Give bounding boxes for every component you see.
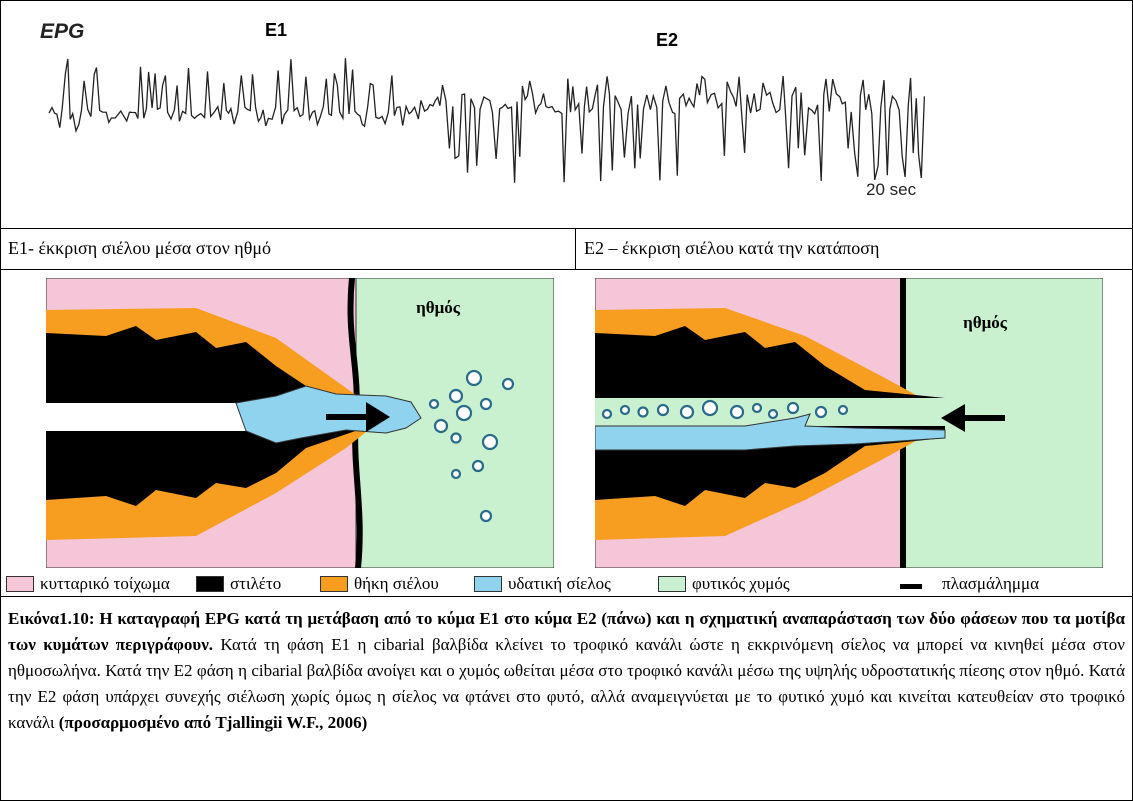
legend-item-plasmalemma: πλασμάλημμα [900,574,1039,594]
legend-swatch [474,576,502,592]
saliva-flow-arrow [326,402,390,432]
legend-label: κυτταρικό τοίχωμα [40,574,170,593]
legend-item-cell-wall: κυτταρικό τοίχωμα [6,574,170,594]
epg-label: EPG [40,20,85,43]
epg-waveform-panel [1,1,1132,228]
divider [0,596,1133,597]
legend-label: φυτικός χυμός [692,574,790,593]
sap-flow-arrow [941,404,1005,432]
legend-swatch [658,576,686,592]
legend-swatch [6,576,34,592]
legend-label: στιλέτο [230,574,282,593]
phase-e2-label: E2 [656,30,679,50]
time-scale-label: 20 sec [866,180,917,199]
legend-label: θήκη σιέλου [354,574,439,593]
diagram-e1: ηθμός [46,278,554,568]
divider [575,228,576,269]
legend-swatch [196,576,224,592]
caption-source: (προσαρμοσμένο από Tjallingii W.F., 2006… [58,713,368,732]
saliva-droplets [428,369,515,523]
legend-swatch [320,576,348,592]
legend-item-watery-saliva: υδατική σίελος [474,574,611,594]
figure-caption: Εικόνα1.10: Η καταγραφή EPG κατά τη μετά… [8,606,1125,736]
sieve-element-label: ηθμός [416,298,461,317]
phase-e1-label: E1 [265,20,288,40]
caption-title: Εικόνα1.10: Η καταγραφή EPG κατά τη μετά… [8,609,1125,654]
legend: κυτταρικό τοίχωμα στιλέτο θήκη σιέλου υδ… [0,572,1133,594]
sieve-element-label: ηθμός [963,313,1008,332]
caption-body: Κατά τη φάση E1 η cibarial βαλβίδα κλείν… [8,635,1125,732]
divider [0,228,1133,229]
legend-item-plant-sap: φυτικός χυμός [658,574,790,594]
e2-description: E2 – έκκριση σιέλου κατά την κατάποση [584,238,880,258]
divider [0,269,1133,270]
sap-droplets [601,399,849,420]
legend-item-stylet: στιλέτο [196,574,281,594]
legend-label: πλασμάλημμα [942,574,1040,593]
food-canal [46,403,246,431]
legend-swatch [900,583,922,589]
e1-description: E1- έκκριση σιέλου μέσα στον ηθμό [8,238,271,258]
epg-trace [48,58,926,183]
watery-saliva [595,413,946,451]
legend-item-sheath: θήκη σιέλου [320,574,439,594]
epg-waveform [48,58,926,183]
diagram-e2: ηθμός [595,278,1103,568]
legend-label: υδατική σίελος [508,574,611,593]
